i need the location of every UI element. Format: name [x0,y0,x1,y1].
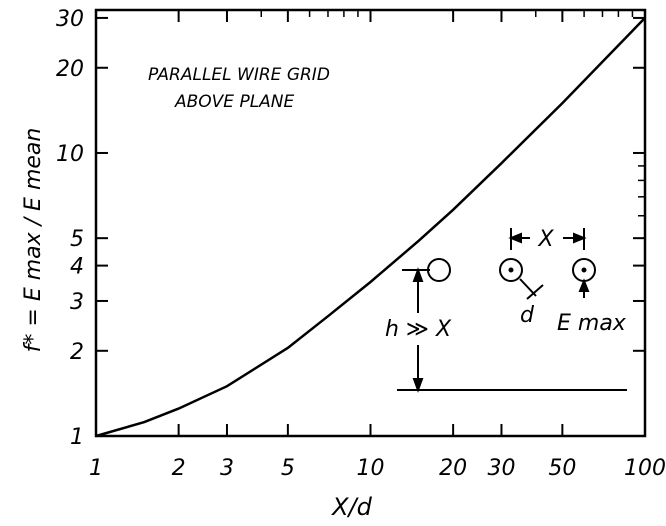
x-axis-label: X/d [330,493,373,521]
diameter-label: d [520,303,535,328]
y-tick-label-4: 5 [70,227,84,252]
wire-grid-diagram [397,228,627,393]
y-tick-label-5: 10 [56,142,84,167]
y-tick-label-2: 3 [70,290,84,315]
y-tick-label-0: 1 [70,425,84,450]
x-tick-label-2: 3 [220,456,234,481]
ticks [95,10,646,437]
emax-arrow [578,278,590,292]
x-tick-label-4: 10 [357,456,385,481]
x-tick-label-6: 30 [487,456,515,481]
wire-3-center [581,267,587,273]
x-tick-label-3: 5 [281,456,295,481]
height-arrow-down [412,378,424,393]
chart-title-line1: PARALLEL WIRE GRID [148,65,330,85]
height-arrow-up [412,267,424,282]
x-tick-label-5: 20 [439,456,467,481]
spacing-arrow-right [573,232,587,244]
x-tick-label-1: 2 [172,456,186,481]
y-tick-label-3: 4 [70,255,84,280]
diameter-line-b [526,284,544,300]
x-tick-label-7: 50 [548,456,576,481]
y-tick-label-7: 30 [56,7,84,32]
x-tick-label-0: 1 [89,456,103,481]
x-tick-label-8: 100 [624,456,666,481]
wire-2-center [508,267,514,273]
height-label: h ≫ X [385,317,452,342]
wire-2 [499,258,523,282]
spacing-arrow-left [508,232,522,244]
tick-labels: 1 2 3 5 10 20 30 50 100 1 2 3 4 5 10 20 30 [56,7,666,481]
emax-label: E max [557,311,627,336]
y-tick-label-6: 20 [56,57,84,82]
series-curve [95,17,646,438]
y-tick-label-1: 2 [70,340,84,365]
wire-1 [427,258,451,282]
spacing-label: X [537,227,554,252]
y-axis-label: f* = E max / E mean [21,128,46,353]
chart-title-line2: ABOVE PLANE [174,92,295,112]
